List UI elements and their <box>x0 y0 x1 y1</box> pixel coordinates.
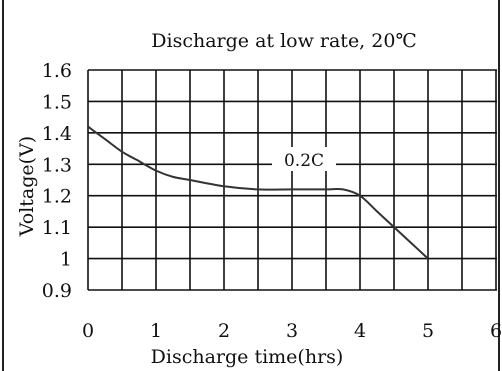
x-tick-labels: 0 1 2 3 4 5 6 <box>82 320 502 342</box>
y-tick-label: 1 <box>60 249 72 271</box>
x-tick-label: 2 <box>218 320 230 342</box>
y-tick-label: 1.1 <box>42 217 72 239</box>
y-tick-label: 1.3 <box>42 154 72 176</box>
y-tick-label: 1.4 <box>42 123 72 145</box>
chart-title: Discharge at low rate, 20℃ <box>151 30 416 52</box>
x-tick-label: 4 <box>354 320 366 342</box>
x-tick-label: 6 <box>490 320 502 342</box>
x-tick-label: 5 <box>422 320 434 342</box>
y-axis-title: Voltage(V) <box>16 136 38 237</box>
x-tick-label: 1 <box>150 320 162 342</box>
x-axis-title: Discharge time(hrs) <box>151 346 344 368</box>
series-annotation: 0.2C <box>272 147 336 171</box>
x-tick-label: 0 <box>82 320 94 342</box>
y-tick-labels: 1.6 1.5 1.4 1.3 1.2 1.1 1 0.9 <box>42 60 72 302</box>
y-tick-label: 0.9 <box>42 280 72 302</box>
annotation-background <box>272 147 336 171</box>
x-tick-label: 3 <box>286 320 298 342</box>
series-line <box>87 125 429 260</box>
y-tick-label: 1.6 <box>42 60 72 82</box>
series-layer <box>87 125 429 260</box>
y-tick-label: 1.5 <box>42 91 72 113</box>
y-tick-label: 1.2 <box>42 186 72 208</box>
annotation-label: 0.2C <box>284 151 324 171</box>
grid <box>87 69 497 291</box>
